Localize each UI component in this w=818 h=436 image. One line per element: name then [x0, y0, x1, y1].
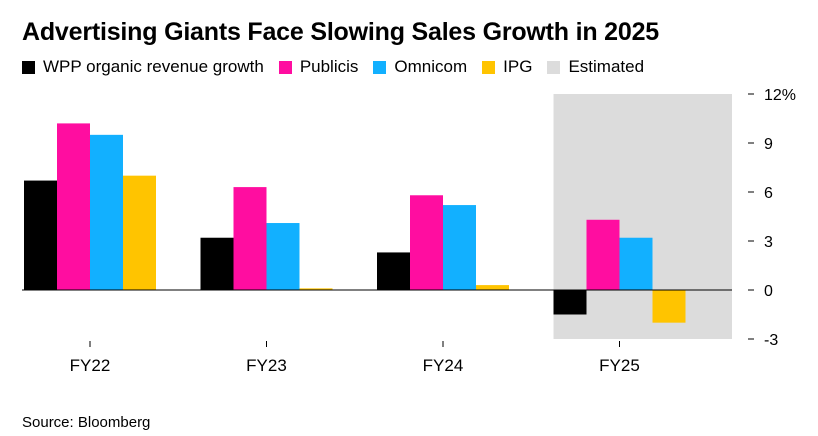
bar-omnicom-fy24: [443, 205, 476, 290]
x-tick-label-fy25: FY25: [599, 356, 640, 375]
legend-label-ipg: IPG: [503, 57, 533, 76]
legend-label-publicis: Publicis: [299, 57, 359, 76]
x-tick-label-fy24: FY24: [423, 356, 464, 375]
y-tick-label-9: 9: [764, 136, 773, 153]
y-tick-label-3: -3: [764, 332, 778, 349]
legend-label-wpp: WPP organic revenue growth: [43, 57, 264, 76]
legend-item-ipg: IPG: [482, 57, 532, 77]
bar-ipg-fy24: [476, 285, 509, 290]
bar-ipg-fy23: [299, 288, 333, 290]
y-tick-label-3: 3: [764, 234, 773, 251]
y-tick-label-0: 0: [764, 283, 773, 300]
bar-wpp-fy24: [377, 252, 410, 290]
legend-swatch-omnicom: [373, 60, 387, 74]
x-tick-label-fy23: FY23: [246, 356, 287, 375]
bar-publicis-fy25: [586, 219, 620, 290]
bar-ipg-fy25: [652, 290, 686, 323]
y-tick-label-6: 6: [764, 185, 773, 202]
source-note: Source: Bloomberg: [22, 414, 151, 431]
chart-title: Advertising Giants Face Slowing Sales Gr…: [22, 18, 660, 46]
legend-label-omnicom: Omnicom: [394, 57, 468, 76]
legend-label-estimated: Estimated: [568, 57, 645, 76]
bar-ipg-fy22: [123, 175, 156, 290]
bar-omnicom-fy23: [266, 223, 300, 290]
legend-swatch-estimated: [547, 60, 561, 74]
bar-omnicom-fy22: [90, 134, 123, 290]
legend-item-publicis: Publicis: [278, 57, 359, 77]
bar-publicis-fy24: [410, 195, 443, 290]
legend-item-wpp: WPP organic revenue growth: [22, 57, 264, 77]
bar-wpp-fy22: [24, 180, 57, 290]
legend-swatch-wpp: [22, 60, 35, 74]
legend-item-omnicom: Omnicom: [373, 57, 467, 77]
y-tick-label-12: 12%: [764, 87, 796, 104]
bar-publicis-fy23: [233, 187, 267, 290]
bar-omnicom-fy25: [619, 237, 653, 290]
legend: WPP organic revenue growth Publicis Omni…: [22, 56, 659, 78]
bar-publicis-fy22: [57, 123, 90, 291]
legend-swatch-publicis: [278, 60, 292, 74]
bar-wpp-fy23: [200, 237, 234, 290]
x-tick-label-fy22: FY22: [70, 356, 111, 375]
legend-swatch-ipg: [482, 60, 496, 74]
legend-item-estimated: Estimated: [547, 57, 644, 77]
bar-wpp-fy25: [553, 290, 587, 315]
